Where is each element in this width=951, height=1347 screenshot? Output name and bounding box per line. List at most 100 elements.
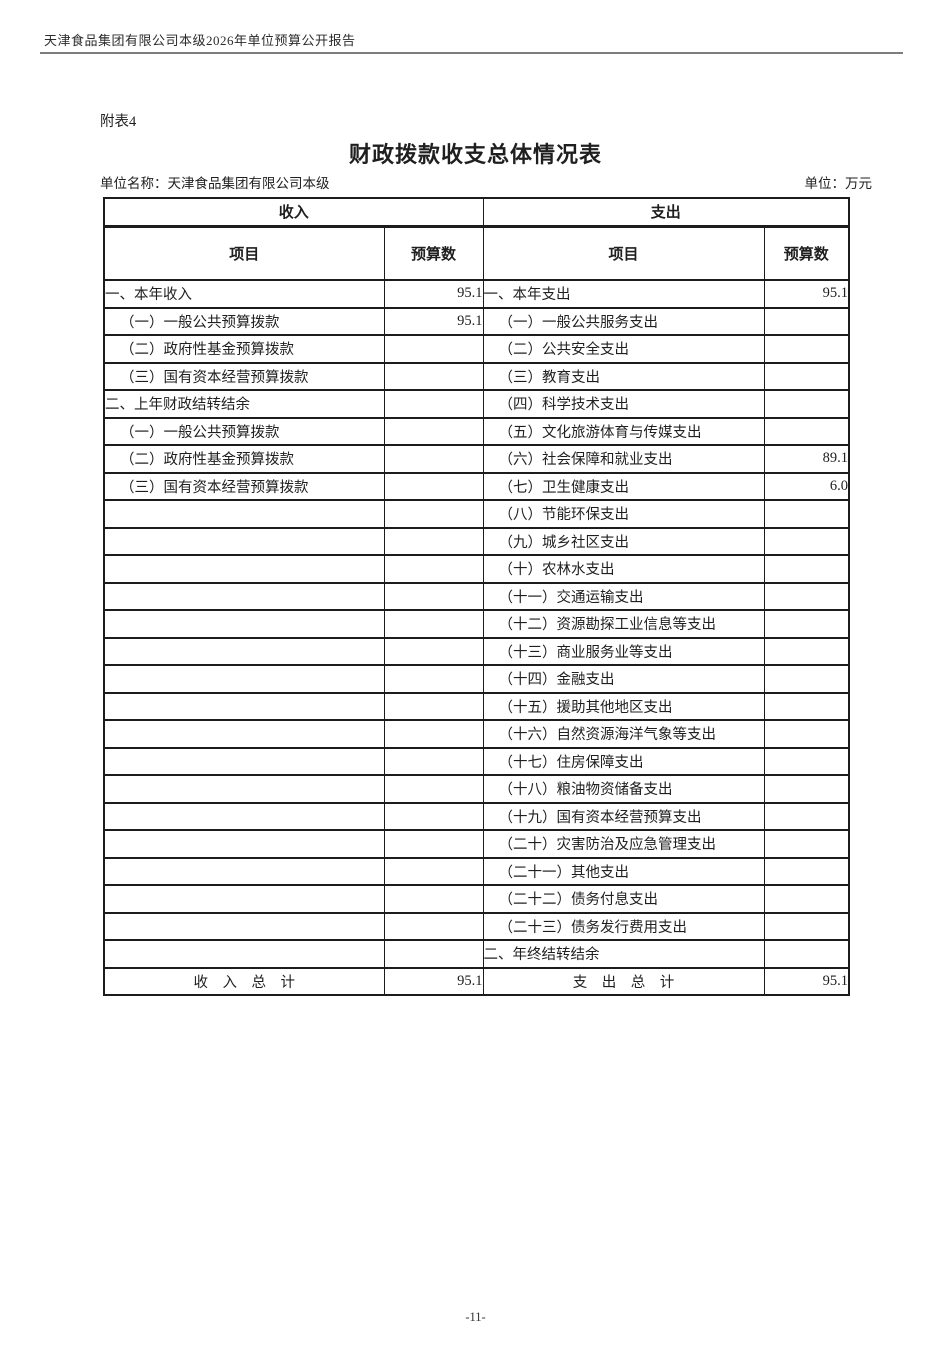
income-value-cell (383, 526, 484, 556)
group-header-income: 收入 (103, 197, 484, 228)
expense-value-cell (763, 774, 850, 804)
table-row: （十五）援助其他地区支出 (103, 691, 850, 721)
income-value-cell (383, 334, 484, 364)
income-item-cell (103, 719, 385, 749)
expense-value-cell: 95.1 (763, 966, 850, 996)
unit-measure-label: 单位：万元 (804, 176, 873, 191)
table-row: （十一）交通运输支出 (103, 581, 850, 611)
page-number: -11- (465, 1310, 486, 1324)
income-item-cell: （一）一般公共预算拨款 (103, 306, 385, 336)
expense-item-cell: 二、年终结转结余 (482, 939, 765, 969)
income-item-cell (103, 609, 385, 639)
table-row: （一）一般公共预算拨款 （五）文化旅游体育与传媒支出 (103, 416, 850, 446)
expense-item-cell: （十八）粮油物资储备支出 (482, 774, 765, 804)
expense-value-cell (763, 911, 850, 941)
table-row: （十三）商业服务业等支出 (103, 636, 850, 666)
expense-value-cell (763, 389, 850, 419)
income-value-cell (383, 361, 484, 391)
income-value-cell (383, 444, 484, 474)
group-header-expense: 支出 (482, 197, 850, 228)
expense-item-cell: 支 出 总 计 (482, 966, 765, 996)
income-item-cell (103, 526, 385, 556)
expense-value-cell (763, 416, 850, 446)
income-value-cell (383, 774, 484, 804)
income-item-cell (103, 801, 385, 831)
expense-item-cell: （三）教育支出 (482, 361, 765, 391)
expense-item-cell: （十九）国有资本经营预算支出 (482, 801, 765, 831)
expense-value-cell (763, 691, 850, 721)
table-row: （十二）资源勘探工业信息等支出 (103, 609, 850, 639)
expense-item-cell: （十二）资源勘探工业信息等支出 (482, 609, 765, 639)
income-value-cell (383, 691, 484, 721)
appendix-label: 附表4 (100, 114, 137, 130)
income-item-cell (103, 911, 385, 941)
expense-value-cell (763, 609, 850, 639)
expense-item-cell: （十）农林水支出 (482, 554, 765, 584)
expense-item-cell: （二十三）债务发行费用支出 (482, 911, 765, 941)
income-item-cell: （二）政府性基金预算拨款 (103, 334, 385, 364)
column-header-expense-budget: 预算数 (763, 225, 850, 281)
unit-name-label: 单位名称：天津食品集团有限公司本级 (100, 176, 330, 191)
table-row: （三）国有资本经营预算拨款 （三）教育支出 (103, 361, 850, 391)
income-value-cell: 95.1 (383, 966, 484, 996)
table-row: （一）一般公共预算拨款 95.1 （一）一般公共服务支出 (103, 306, 850, 336)
meta-row: 单位名称：天津食品集团有限公司本级 单位：万元 (100, 172, 872, 192)
income-item-cell (103, 939, 385, 969)
table-row: （十八）粮油物资储备支出 (103, 774, 850, 804)
expense-value-cell (763, 361, 850, 391)
expense-value-cell (763, 884, 850, 914)
income-item-cell: （一）一般公共预算拨款 (103, 416, 385, 446)
expense-value-cell (763, 334, 850, 364)
table-row: （九）城乡社区支出 (103, 526, 850, 556)
table-body: 一、本年收入 95.1 一、本年支出 95.1 （一）一般公共预算拨款 95.1 （一）一般… (103, 279, 850, 996)
expense-item-cell: （二十一）其他支出 (482, 856, 765, 886)
income-item-cell: （三）国有资本经营预算拨款 (103, 471, 385, 501)
table-row: （十四）金融支出 (103, 664, 850, 694)
expense-value-cell (763, 939, 850, 969)
table-row: （二十）灾害防治及应急管理支出 (103, 829, 850, 859)
table-row: （十九）国有资本经营预算支出 (103, 801, 850, 831)
expense-value-cell (763, 829, 850, 859)
expense-value-cell (763, 664, 850, 694)
expense-item-cell: （八）节能环保支出 (482, 499, 765, 529)
expense-item-cell: （二）公共安全支出 (482, 334, 765, 364)
expense-item-cell: （二十）灾害防治及应急管理支出 (482, 829, 765, 859)
table-row: （二十三）债务发行费用支出 (103, 911, 850, 941)
expense-value-cell: 95.1 (763, 279, 850, 309)
income-value-cell (383, 416, 484, 446)
income-item-cell (103, 829, 385, 859)
expense-value-cell (763, 856, 850, 886)
header-rule (40, 52, 903, 54)
income-value-cell (383, 389, 484, 419)
expense-value-cell (763, 526, 850, 556)
expense-value-cell: 6.0 (763, 471, 850, 501)
expense-item-cell: （十四）金融支出 (482, 664, 765, 694)
income-item-cell: （二）政府性基金预算拨款 (103, 444, 385, 474)
income-value-cell (383, 801, 484, 831)
column-header-income-item: 项目 (103, 225, 385, 281)
table-row: 二、上年财政结转结余 （四）科学技术支出 (103, 389, 850, 419)
expense-value-cell (763, 554, 850, 584)
income-value-cell (383, 829, 484, 859)
table-row: 收 入 总 计 95.1 支 出 总 计 95.1 (103, 966, 850, 996)
expense-value-cell: 89.1 (763, 444, 850, 474)
income-item-cell (103, 664, 385, 694)
expense-item-cell: （二十二）债务付息支出 (482, 884, 765, 914)
income-value-cell (383, 636, 484, 666)
income-value-cell (383, 719, 484, 749)
expense-item-cell: 一、本年支出 (482, 279, 765, 309)
table-row: （二）政府性基金预算拨款 （二）公共安全支出 (103, 334, 850, 364)
expense-item-cell: （十七）住房保障支出 (482, 746, 765, 776)
report-header-text: 天津食品集团有限公司本级2026年单位预算公开报告 (44, 33, 356, 48)
expense-value-cell (763, 719, 850, 749)
expense-value-cell (763, 581, 850, 611)
income-item-cell: （三）国有资本经营预算拨款 (103, 361, 385, 391)
expense-item-cell: （十六）自然资源海洋气象等支出 (482, 719, 765, 749)
income-item-cell (103, 554, 385, 584)
income-item-cell (103, 499, 385, 529)
table-row: 二、年终结转结余 (103, 939, 850, 969)
income-value-cell (383, 609, 484, 639)
income-item-cell (103, 581, 385, 611)
expense-item-cell: （九）城乡社区支出 (482, 526, 765, 556)
